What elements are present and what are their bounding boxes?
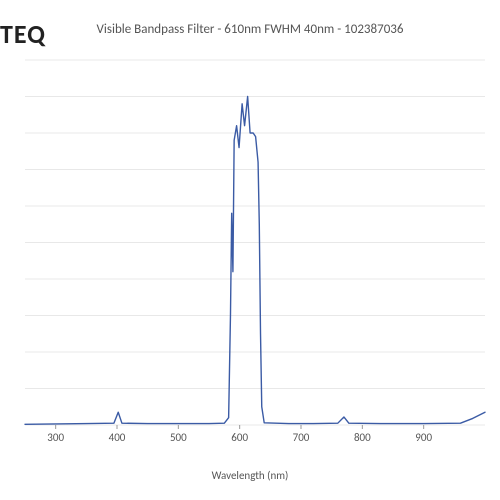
x-tick-label: 800	[354, 431, 371, 444]
x-axis-ticks: 300 400 500 600 700 800 900	[47, 425, 432, 444]
chart-container: TEQ Visible Bandpass Filter - 610nm FWHM…	[0, 0, 500, 500]
chart-plot: 300 400 500 600 700 800 900	[20, 55, 490, 450]
x-tick-label: 500	[170, 431, 187, 444]
x-tick-label: 900	[415, 431, 432, 444]
x-axis-label: Wavelength (nm)	[0, 469, 500, 482]
spectrum-line	[25, 97, 485, 425]
grid-horizontal	[25, 60, 485, 425]
x-tick-label: 600	[231, 431, 248, 444]
chart-title: Visible Bandpass Filter - 610nm FWHM 40n…	[0, 22, 500, 37]
x-tick-label: 300	[47, 431, 64, 444]
x-tick-label: 700	[293, 431, 310, 444]
x-tick-label: 400	[109, 431, 126, 444]
